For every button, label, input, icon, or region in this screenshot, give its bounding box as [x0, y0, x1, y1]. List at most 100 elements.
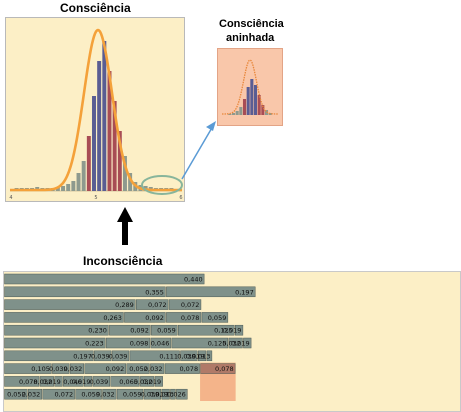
step-bar: [164, 363, 200, 374]
step-value-label: 0,039: [91, 352, 110, 360]
step-value-label: 0,059: [157, 327, 176, 335]
step-value-label: 0,019: [149, 391, 168, 399]
nested-bar: [246, 87, 250, 115]
up-arrow-head: [117, 207, 133, 222]
step-value-label: 0,039: [90, 378, 109, 386]
step-value-label: 0,078: [215, 365, 234, 373]
step-bar: [136, 299, 169, 310]
nested-curve: [222, 59, 278, 115]
step-bar: [180, 350, 198, 362]
main-distribution-chart: 4 5 6: [9, 28, 183, 201]
step-value-label: 0,013: [155, 391, 174, 399]
step-bar: [102, 388, 117, 400]
nested-chart-title-line1: Consciência: [219, 18, 284, 30]
x-tick-label: 5: [94, 195, 97, 201]
step-value-label: 0,059: [123, 391, 142, 399]
step-bar: [4, 388, 28, 400]
step-bar: [52, 363, 70, 374]
step-bar: [27, 388, 43, 400]
step-value-label: 0,059: [208, 314, 227, 322]
step-diagram: 0,440 0,355 0,197 0,289 0,072 0,072 0,263 0,092…: [4, 273, 256, 401]
step-value-label: 0,046: [151, 340, 170, 348]
step-bar: [150, 337, 172, 349]
step-bar: [116, 388, 144, 400]
step-bar: [111, 350, 130, 362]
step-value-label: 0,019: [186, 352, 205, 360]
nested-bar: [253, 85, 258, 115]
step-value-label: 0,197: [235, 288, 254, 296]
step-value-label: 0,019: [42, 378, 61, 386]
histogram-bar: [117, 131, 122, 191]
step-bar: [168, 299, 202, 310]
step-value-label: 0,078: [181, 314, 200, 322]
step-value-label: 0,019: [72, 378, 91, 386]
step-bar: [94, 350, 112, 362]
step-bar: [171, 337, 229, 349]
step-bar: [4, 363, 52, 374]
step-value-label: 0,032: [64, 365, 83, 373]
step-value-label: 0,065: [119, 378, 138, 386]
step-bar: [198, 350, 207, 362]
histogram-bar: [71, 181, 76, 191]
histogram-bar: [86, 136, 91, 191]
step-bar: [166, 312, 202, 323]
step-value-label: 0,263: [103, 314, 122, 322]
step-bar: [42, 388, 75, 400]
nested-bar: [257, 95, 261, 115]
step-bar: [166, 286, 256, 298]
step-bar: [84, 363, 126, 374]
step-bar: [129, 350, 180, 362]
step-bar: [4, 376, 40, 387]
step-value-label: 0,092: [145, 314, 164, 322]
step-value-label: 0,078: [19, 378, 38, 386]
step-value-label: 0,052: [7, 391, 26, 399]
step-value-label: 0,039: [177, 352, 196, 360]
step-value-label: 0,039: [49, 365, 68, 373]
step-value-label: 0,440: [184, 276, 203, 284]
step-bar: [154, 376, 163, 387]
step-value-label: 0,039: [109, 352, 128, 360]
step-value-label: 0,052: [129, 365, 148, 373]
unconscious-label: Inconsciência: [83, 254, 163, 268]
step-bar: [4, 312, 124, 323]
step-value-label: 0,098: [130, 340, 149, 348]
step-bar: [4, 350, 94, 362]
nested-bar: [239, 107, 243, 115]
histogram-bar: [112, 101, 117, 191]
step-value-label: 0,072: [55, 391, 74, 399]
step-value-label: 0,092: [130, 327, 149, 335]
up-arrow-shaft: [122, 220, 128, 245]
step-bar: [4, 286, 166, 298]
step-bar: [161, 388, 170, 400]
step-value-label: 0,289: [115, 301, 134, 309]
step-value-label: 0,355: [145, 288, 164, 296]
step-bar: [176, 388, 188, 400]
histogram-bar: [102, 41, 107, 191]
step-bar: [4, 273, 205, 285]
step-value-label: 0,230: [88, 327, 107, 335]
nested-bar: [231, 113, 236, 115]
step-value-label: 0,032: [96, 391, 115, 399]
step-bar: [69, 363, 85, 374]
nested-chart-title-line2: aninhada: [226, 32, 275, 44]
step-value-label: 0,032: [222, 340, 241, 348]
step-bar: [228, 337, 243, 349]
step-value-label: 0,019: [231, 340, 250, 348]
step-value-label: 0,223: [85, 340, 104, 348]
step-bar: [143, 388, 162, 400]
histogram-bar: [55, 187, 60, 191]
step-value-label: 0,013: [192, 352, 211, 360]
nested-distribution-chart: [222, 59, 278, 115]
step-bar: [150, 363, 165, 374]
step-value-label: 0,046: [63, 378, 82, 386]
step-value-label: 0,111: [159, 352, 178, 360]
nested-chart-panel: [217, 48, 283, 126]
histogram-bar: [122, 156, 127, 191]
connector-arrow: [181, 125, 214, 180]
step-value-label: 0,039: [141, 391, 160, 399]
step-bar: [39, 376, 54, 387]
nested-bar: [242, 99, 247, 115]
nested-bar: [228, 114, 232, 115]
step-bar: [200, 363, 236, 374]
histogram-bar: [128, 173, 133, 191]
